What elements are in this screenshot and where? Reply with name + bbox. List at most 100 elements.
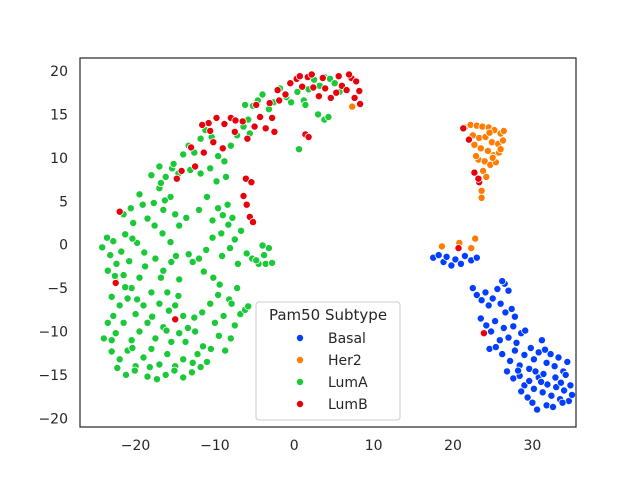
point-basal bbox=[495, 336, 504, 345]
point-luma bbox=[167, 337, 176, 346]
y-tick-label: 20 bbox=[50, 64, 68, 80]
point-her2 bbox=[437, 242, 446, 251]
point-her2 bbox=[477, 193, 486, 202]
point-basal bbox=[537, 377, 546, 386]
point-lumb bbox=[318, 74, 327, 83]
point-luma bbox=[159, 205, 168, 214]
point-luma bbox=[219, 311, 228, 320]
point-luma bbox=[163, 350, 172, 359]
point-lumb bbox=[171, 315, 180, 324]
points-layer bbox=[98, 70, 577, 414]
point-her2 bbox=[483, 146, 492, 155]
ticks-layer: −20 −10 0 10 20 30 −20 −15 −10 −5 0 5 10 15 20 bbox=[38, 64, 541, 454]
point-luma bbox=[103, 233, 112, 242]
point-luma bbox=[151, 254, 160, 263]
point-luma bbox=[233, 284, 242, 293]
point-luma bbox=[301, 100, 310, 109]
point-luma bbox=[141, 262, 150, 271]
y-tick-label: −5 bbox=[47, 281, 68, 297]
point-luma bbox=[230, 235, 239, 244]
point-lumb bbox=[239, 191, 248, 200]
point-basal bbox=[456, 259, 465, 268]
point-basal bbox=[447, 261, 456, 270]
point-luma bbox=[202, 245, 211, 254]
y-tick-label: −20 bbox=[38, 411, 68, 427]
point-luma bbox=[103, 318, 112, 327]
point-luma bbox=[223, 200, 232, 209]
point-luma bbox=[208, 233, 217, 242]
point-luma bbox=[212, 177, 221, 186]
point-luma bbox=[196, 363, 205, 372]
x-tick-label: −20 bbox=[121, 438, 151, 454]
point-luma bbox=[99, 334, 108, 343]
point-luma bbox=[214, 290, 223, 299]
point-basal bbox=[526, 343, 535, 352]
point-lumb bbox=[243, 134, 252, 143]
point-basal bbox=[561, 370, 570, 379]
point-her2 bbox=[471, 234, 480, 243]
point-lumb bbox=[242, 200, 251, 209]
point-luma bbox=[115, 301, 124, 310]
point-basal bbox=[542, 358, 551, 367]
point-basal bbox=[541, 345, 550, 354]
point-luma bbox=[218, 211, 227, 220]
point-lumb bbox=[342, 86, 351, 95]
point-luma bbox=[214, 331, 223, 340]
point-luma bbox=[163, 288, 172, 297]
point-luma bbox=[196, 134, 205, 143]
point-luma bbox=[221, 172, 230, 181]
legend-marker-her2 bbox=[295, 355, 304, 364]
point-her2 bbox=[498, 136, 507, 145]
point-basal bbox=[531, 367, 540, 376]
point-lumb bbox=[350, 93, 359, 102]
point-luma bbox=[111, 329, 120, 338]
point-luma bbox=[217, 229, 226, 238]
point-lumb bbox=[470, 168, 479, 177]
point-basal bbox=[512, 338, 521, 347]
x-tick-label: 30 bbox=[523, 438, 541, 454]
point-luma bbox=[129, 218, 138, 227]
point-basal bbox=[558, 398, 567, 407]
legend-title: Pam50 Subtype bbox=[269, 306, 387, 324]
point-basal bbox=[529, 384, 538, 393]
point-luma bbox=[143, 372, 152, 381]
point-lumb bbox=[212, 113, 221, 122]
point-luma bbox=[226, 141, 235, 150]
point-basal bbox=[472, 290, 481, 299]
point-lumb bbox=[220, 120, 229, 129]
point-luma bbox=[155, 360, 164, 369]
legend-marker-luma bbox=[295, 377, 304, 386]
point-luma bbox=[155, 162, 164, 171]
point-luma bbox=[125, 257, 134, 266]
point-basal bbox=[566, 381, 575, 390]
point-lumb bbox=[332, 88, 341, 97]
point-luma bbox=[198, 342, 207, 351]
y-tick-label: 10 bbox=[50, 151, 68, 167]
point-lumb bbox=[356, 100, 365, 109]
point-luma bbox=[161, 172, 170, 181]
legend-label-her2: Her2 bbox=[328, 353, 362, 369]
point-her2 bbox=[482, 172, 491, 181]
point-lumb bbox=[265, 99, 274, 108]
point-luma bbox=[210, 318, 219, 327]
point-luma bbox=[155, 299, 164, 308]
point-luma bbox=[258, 90, 267, 99]
point-luma bbox=[151, 334, 160, 343]
point-lumb bbox=[321, 84, 330, 93]
point-her2 bbox=[499, 126, 508, 135]
point-luma bbox=[179, 373, 188, 382]
point-lumb bbox=[172, 174, 181, 183]
point-luma bbox=[202, 357, 211, 366]
point-her2 bbox=[467, 244, 476, 253]
point-luma bbox=[148, 312, 157, 321]
point-luma bbox=[147, 171, 156, 180]
point-luma bbox=[241, 100, 250, 109]
point-luma bbox=[121, 230, 130, 239]
point-luma bbox=[162, 326, 171, 335]
point-lumb bbox=[459, 124, 468, 133]
point-basal bbox=[533, 405, 542, 414]
point-luma bbox=[227, 299, 236, 308]
point-lumb bbox=[352, 77, 361, 86]
point-basal bbox=[563, 357, 572, 366]
point-luma bbox=[166, 238, 175, 247]
